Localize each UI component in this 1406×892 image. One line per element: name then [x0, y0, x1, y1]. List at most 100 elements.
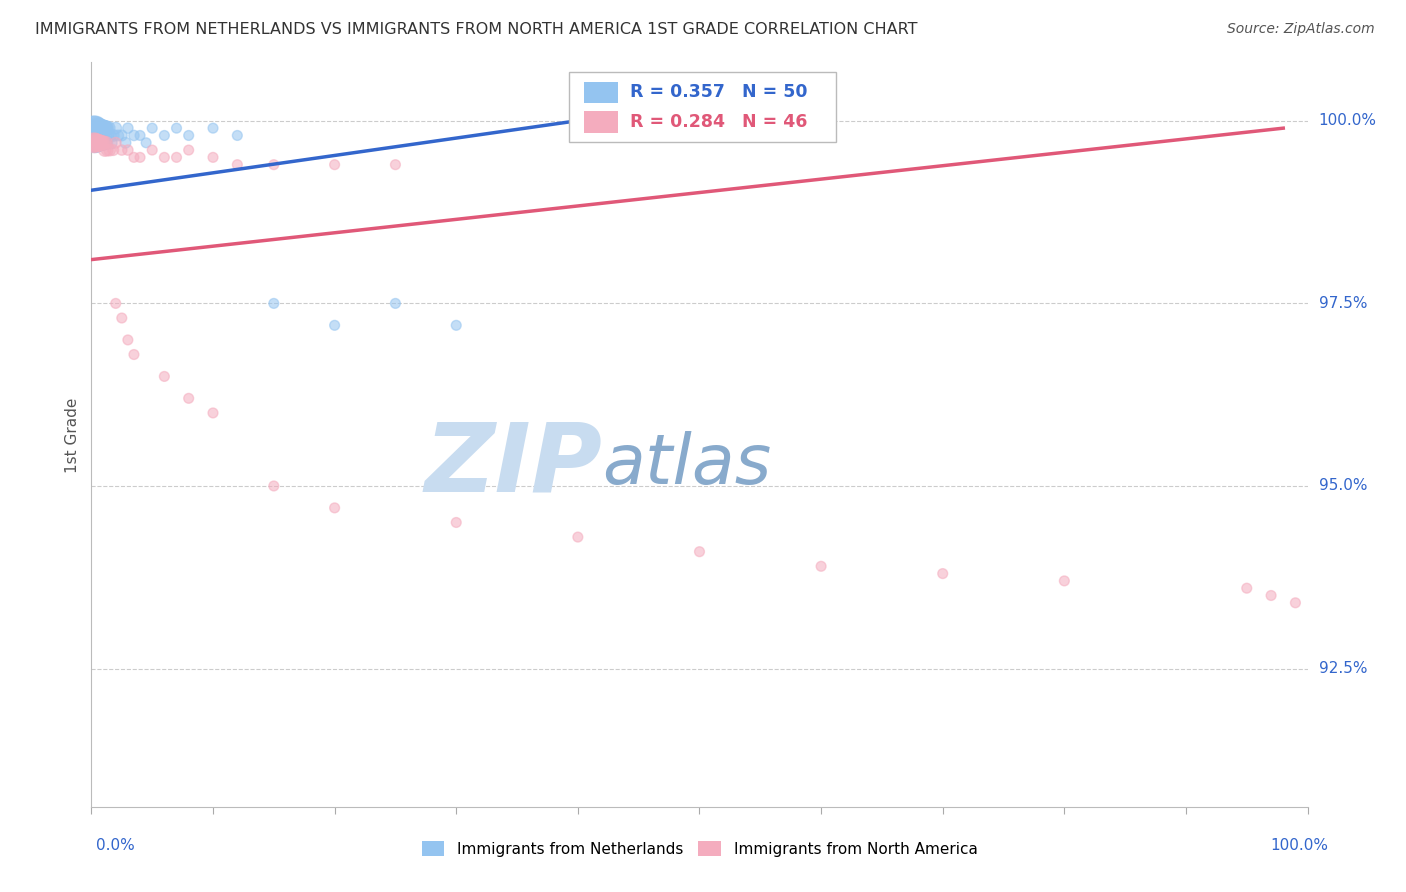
Text: IMMIGRANTS FROM NETHERLANDS VS IMMIGRANTS FROM NORTH AMERICA 1ST GRADE CORRELATI: IMMIGRANTS FROM NETHERLANDS VS IMMIGRANT… — [35, 22, 918, 37]
Text: 0.0%: 0.0% — [96, 838, 135, 853]
Text: 97.5%: 97.5% — [1319, 296, 1367, 311]
Point — [107, 128, 129, 143]
Point — [1260, 589, 1282, 603]
Point — [100, 136, 122, 150]
Bar — [583, 82, 619, 103]
Point — [323, 318, 346, 333]
Point — [122, 150, 145, 164]
Point — [98, 143, 121, 157]
Point — [129, 128, 152, 143]
Text: 100.0%: 100.0% — [1271, 838, 1329, 853]
Point — [94, 136, 117, 150]
Point — [177, 143, 200, 157]
Point — [104, 121, 127, 136]
Point — [94, 121, 117, 136]
Point — [98, 128, 121, 143]
Point — [810, 559, 832, 574]
Point — [444, 516, 467, 530]
Point — [91, 121, 114, 136]
Point — [384, 158, 406, 172]
Point — [1053, 574, 1076, 588]
Point — [84, 136, 107, 150]
Point — [141, 121, 163, 136]
Text: 92.5%: 92.5% — [1319, 661, 1367, 676]
Point — [117, 121, 139, 136]
Point — [177, 392, 200, 406]
Point — [83, 136, 105, 150]
Point — [87, 128, 110, 143]
Point — [153, 128, 176, 143]
Point — [122, 128, 145, 143]
Point — [166, 121, 188, 136]
Point — [323, 158, 346, 172]
Point — [202, 121, 225, 136]
Point — [84, 121, 107, 136]
Point — [94, 143, 117, 157]
Point — [153, 150, 176, 164]
Point — [90, 121, 112, 136]
Point — [111, 311, 134, 326]
Point — [86, 121, 108, 136]
Point — [96, 143, 118, 157]
Point — [84, 136, 107, 150]
Text: 95.0%: 95.0% — [1319, 478, 1367, 493]
Point — [84, 121, 107, 136]
Point — [117, 143, 139, 157]
Point — [153, 369, 176, 384]
Point — [226, 158, 249, 172]
Point — [83, 128, 105, 143]
Bar — [583, 112, 619, 133]
Point — [263, 296, 285, 310]
Point — [444, 318, 467, 333]
Point — [129, 150, 152, 164]
Point — [89, 121, 111, 136]
Point — [89, 136, 111, 150]
Point — [84, 128, 107, 143]
Point — [82, 128, 104, 143]
Y-axis label: 1st Grade: 1st Grade — [65, 397, 80, 473]
Point — [323, 500, 346, 515]
Point — [90, 128, 112, 143]
Point — [94, 136, 117, 150]
Point — [93, 136, 115, 150]
Point — [94, 121, 117, 136]
Point — [202, 150, 225, 164]
Point — [1284, 596, 1306, 610]
Point — [84, 136, 107, 150]
Point — [84, 136, 107, 150]
Point — [84, 128, 107, 143]
Point — [141, 143, 163, 157]
Point — [83, 121, 105, 136]
Point — [91, 136, 114, 150]
Point — [122, 347, 145, 361]
Text: N = 50: N = 50 — [742, 83, 807, 102]
Legend: Immigrants from Netherlands, Immigrants from North America: Immigrants from Netherlands, Immigrants … — [415, 835, 984, 863]
Point — [177, 128, 200, 143]
Point — [87, 121, 110, 136]
Point — [263, 158, 285, 172]
Point — [89, 136, 111, 150]
Text: 100.0%: 100.0% — [1319, 113, 1376, 128]
Point — [111, 143, 134, 157]
Text: R = 0.357: R = 0.357 — [630, 83, 725, 102]
Point — [688, 544, 710, 558]
Point — [104, 296, 127, 310]
Point — [166, 150, 188, 164]
Point — [90, 136, 112, 150]
Point — [93, 121, 115, 136]
Point — [226, 128, 249, 143]
Point — [384, 296, 406, 310]
Point — [86, 136, 108, 150]
Point — [117, 333, 139, 347]
Text: ZIP: ZIP — [425, 418, 602, 511]
Point — [87, 136, 110, 150]
Point — [104, 136, 127, 150]
Point — [97, 121, 120, 136]
Point — [93, 136, 115, 150]
Text: Source: ZipAtlas.com: Source: ZipAtlas.com — [1227, 22, 1375, 37]
Point — [135, 136, 157, 150]
Point — [202, 406, 225, 420]
Point — [91, 136, 114, 150]
Point — [96, 128, 118, 143]
Point — [111, 128, 134, 143]
